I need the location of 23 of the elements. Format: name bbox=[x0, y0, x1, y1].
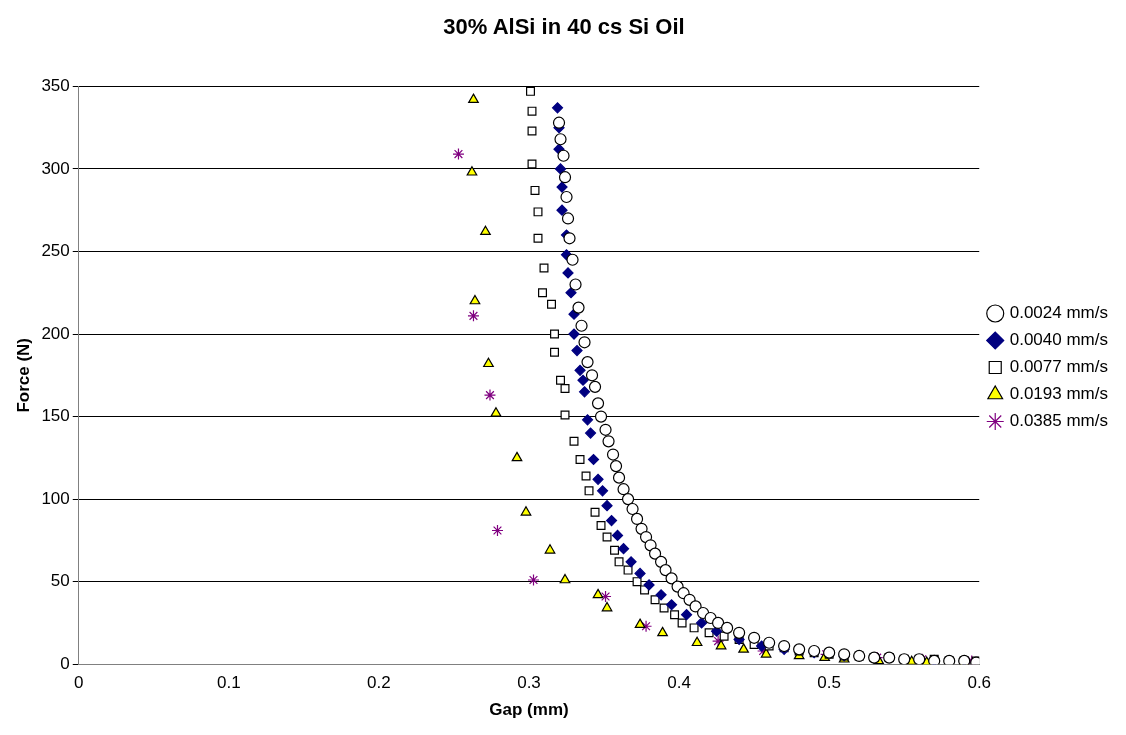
x-tick-label: 0.2 bbox=[367, 673, 391, 693]
y-tick-label: 200 bbox=[41, 323, 70, 343]
x-tick-label: 0.5 bbox=[817, 673, 841, 693]
x-axis-title: Gap (mm) bbox=[489, 700, 569, 720]
legend-label: 0.0193 mm/s bbox=[1009, 384, 1108, 404]
y-tick-label: 100 bbox=[41, 488, 70, 508]
x-tick-label: 0 bbox=[74, 673, 84, 693]
y-tick-label: 250 bbox=[41, 241, 70, 261]
y-tick-label: 150 bbox=[41, 406, 70, 426]
y-tick-label: 0 bbox=[60, 653, 70, 673]
legend-label: 0.0040 mm/s bbox=[1009, 330, 1108, 350]
legend-label: 0.0077 mm/s bbox=[1009, 357, 1108, 377]
y-axis-title: Force (N) bbox=[13, 337, 33, 413]
legend-label: 0.0024 mm/s bbox=[1009, 303, 1108, 323]
x-tick-label: 0.6 bbox=[967, 673, 992, 693]
y-tick-label: 300 bbox=[41, 158, 70, 178]
chart-title: 30% AlSi in 40 cs Si Oil bbox=[443, 14, 685, 40]
x-tick-label: 0.3 bbox=[517, 673, 541, 693]
y-tick-label: 50 bbox=[50, 571, 70, 591]
y-tick-label: 350 bbox=[41, 76, 70, 96]
x-tick-label: 0.4 bbox=[667, 673, 691, 693]
x-tick-label: 0.1 bbox=[217, 673, 241, 693]
legend-label: 0.0385 mm/s bbox=[1009, 411, 1108, 431]
